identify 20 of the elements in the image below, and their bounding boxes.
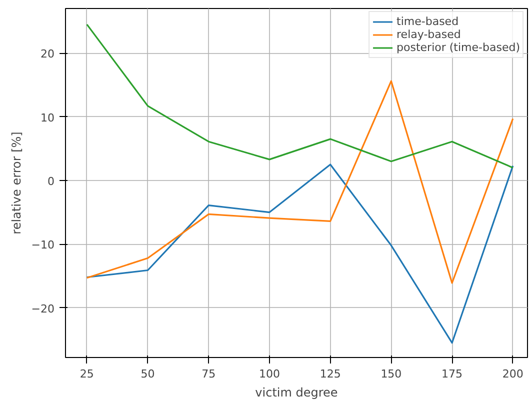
line-series bbox=[86, 80, 514, 284]
x-tick-label: 125 bbox=[320, 368, 341, 380]
y-tick-label: 0 bbox=[48, 174, 54, 188]
legend-label: time-based bbox=[396, 15, 459, 28]
x-tick-label: 50 bbox=[140, 368, 155, 380]
legend-label: relay-based bbox=[396, 28, 461, 41]
x-tick-label: 25 bbox=[80, 368, 94, 380]
y-tick-label: 20 bbox=[40, 48, 55, 61]
y-axis-title: relative error [%] bbox=[9, 132, 24, 234]
x-tick-label: 150 bbox=[380, 368, 402, 380]
x-tick-label: 75 bbox=[202, 368, 216, 380]
x-tick-label: 175 bbox=[442, 368, 463, 380]
y-tick-label: 10 bbox=[40, 111, 55, 124]
legend-label: posterior (time-based) bbox=[396, 41, 520, 54]
x-tick-label: 100 bbox=[258, 368, 280, 380]
y-tick-label: −10 bbox=[31, 238, 55, 252]
y-tick-label: −20 bbox=[31, 302, 55, 316]
line-series bbox=[86, 164, 514, 344]
x-axis-title: victim degree bbox=[255, 386, 338, 400]
x-tick-label: 200 bbox=[502, 368, 524, 380]
